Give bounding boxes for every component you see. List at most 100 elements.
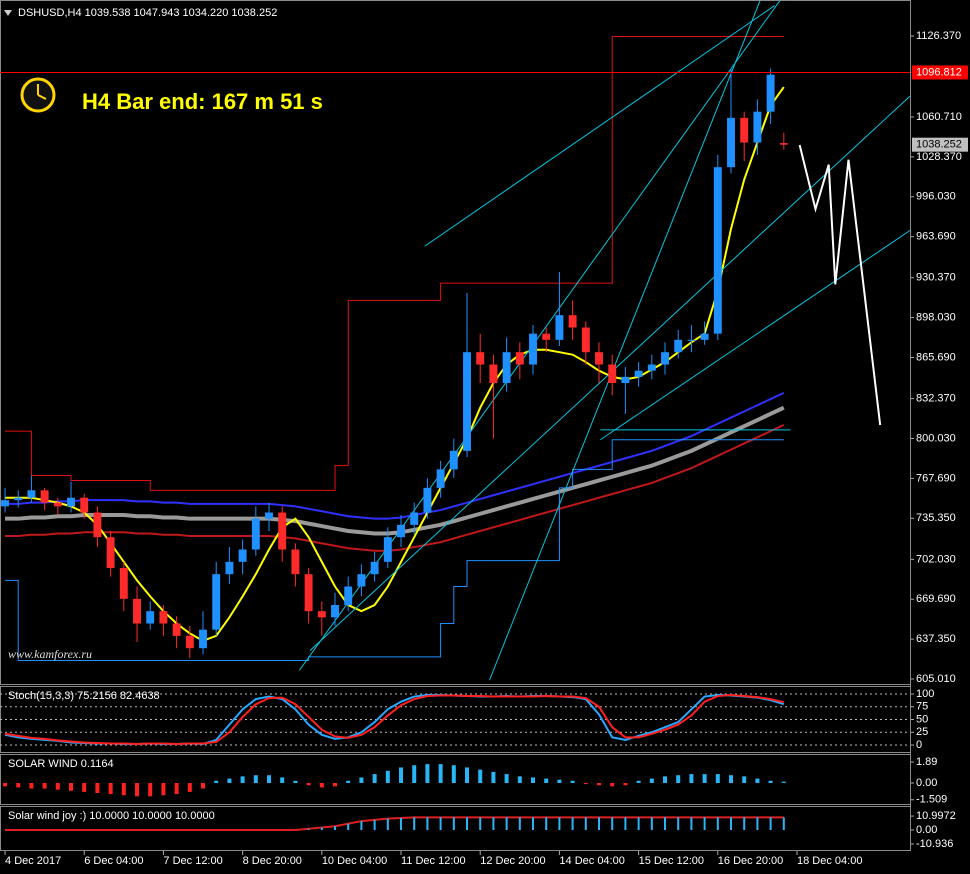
histogram-bar (703, 817, 706, 831)
candle-body (53, 502, 62, 507)
candle-body (555, 315, 564, 340)
indicator-line (5, 439, 784, 662)
candle-body (423, 487, 432, 513)
histogram-bar (307, 828, 310, 831)
histogram-bar (359, 777, 364, 783)
candle-body (674, 339, 683, 353)
histogram-bar (636, 780, 641, 783)
x-tick-label: 8 Dec 20:00 (243, 855, 302, 867)
histogram-bar (677, 817, 680, 831)
x-tick-label: 10 Dec 04:00 (322, 855, 387, 867)
histogram-bar (702, 774, 707, 783)
y-tick-label: 930.370 (916, 272, 956, 284)
histogram-bar (400, 817, 403, 831)
y-tick-label: 767.690 (916, 472, 956, 484)
histogram-bar (69, 783, 74, 791)
histogram-bar (306, 783, 311, 786)
histogram-bar (598, 817, 601, 831)
y-tick-label: 898.030 (916, 312, 956, 324)
histogram-bar (438, 764, 443, 783)
y-tick-label: 832.370 (916, 393, 956, 405)
x-tick-label: 16 Dec 20:00 (718, 855, 783, 867)
panel-title: Solar wind joy :) 10.0000 10.0000 10.000… (8, 810, 215, 822)
y-tick-label: 735.350 (916, 512, 956, 524)
y-tick-label: 800.030 (916, 432, 956, 444)
histogram-bar (649, 778, 654, 783)
candle-body (119, 568, 128, 599)
histogram-bar (346, 780, 351, 783)
candle-body (344, 586, 353, 606)
candle-body (291, 549, 300, 575)
candle-body (621, 376, 630, 384)
candle-body (634, 370, 643, 377)
candle-body (410, 512, 419, 525)
histogram-bar (320, 827, 323, 831)
histogram-bar (372, 774, 377, 783)
x-tick-label: 4 Dec 2017 (5, 855, 61, 867)
candle-body (80, 497, 89, 513)
y-tick-label: 0.00 (916, 824, 937, 836)
y-tick-label: 1.89 (916, 756, 937, 768)
candle-body (185, 635, 194, 649)
y-tick-label: 996.030 (916, 191, 956, 203)
price-label: 1038.252 (916, 139, 962, 151)
histogram-bar (756, 817, 759, 831)
histogram-bar (544, 778, 549, 783)
histogram-bar (16, 783, 21, 788)
y-tick-label: 0 (916, 739, 922, 751)
histogram-bar (715, 774, 720, 783)
candle-body (502, 352, 511, 384)
histogram-bar (399, 767, 404, 783)
histogram-bar (491, 771, 496, 783)
histogram-bar (716, 817, 719, 831)
histogram-bar (755, 778, 760, 783)
histogram-bar (504, 774, 509, 783)
histogram-bar (187, 783, 192, 792)
histogram-bar (293, 780, 298, 783)
candle-body (397, 524, 405, 538)
histogram-bar (227, 778, 232, 783)
histogram-bar (95, 783, 100, 793)
candle-body (766, 74, 775, 112)
candle-body (106, 537, 115, 569)
histogram-bar (55, 783, 60, 790)
histogram-bar (161, 783, 166, 796)
histogram-bar (82, 783, 87, 792)
histogram-bar (769, 817, 772, 831)
histogram-bar (240, 776, 245, 783)
histogram-bar (412, 765, 417, 783)
histogram-bar (743, 817, 746, 831)
histogram-bar (135, 783, 140, 797)
histogram-bar (584, 817, 587, 831)
histogram-bar (571, 817, 574, 831)
histogram-bar (518, 817, 521, 831)
histogram-bar (624, 817, 627, 831)
trend-line (298, 0, 781, 671)
candle-body (357, 574, 366, 587)
candle-body (727, 117, 735, 168)
candle-body (1, 500, 9, 507)
candle-body (67, 497, 75, 507)
y-tick-label: 605.010 (916, 673, 956, 685)
histogram-bar (42, 783, 47, 789)
y-tick-label: 50 (916, 713, 928, 725)
candle-body (515, 352, 524, 365)
histogram-bar (517, 776, 522, 783)
histogram-bar (689, 774, 694, 783)
candle-body (713, 167, 722, 334)
histogram-bar (373, 819, 376, 831)
candle-body (159, 611, 168, 624)
candle-body (608, 364, 617, 384)
histogram-bar (531, 777, 536, 783)
histogram-bar (333, 783, 338, 787)
y-tick-label: 1060.710 (916, 111, 962, 123)
histogram-bar (425, 764, 430, 783)
candle-body (251, 518, 260, 550)
histogram-bar (532, 817, 535, 831)
histogram-bar (174, 783, 179, 795)
y-tick-label: 963.690 (916, 231, 956, 243)
candle-body (146, 611, 155, 624)
histogram-bar (466, 817, 469, 831)
candle-body (779, 143, 788, 145)
histogram-bar (319, 783, 324, 788)
